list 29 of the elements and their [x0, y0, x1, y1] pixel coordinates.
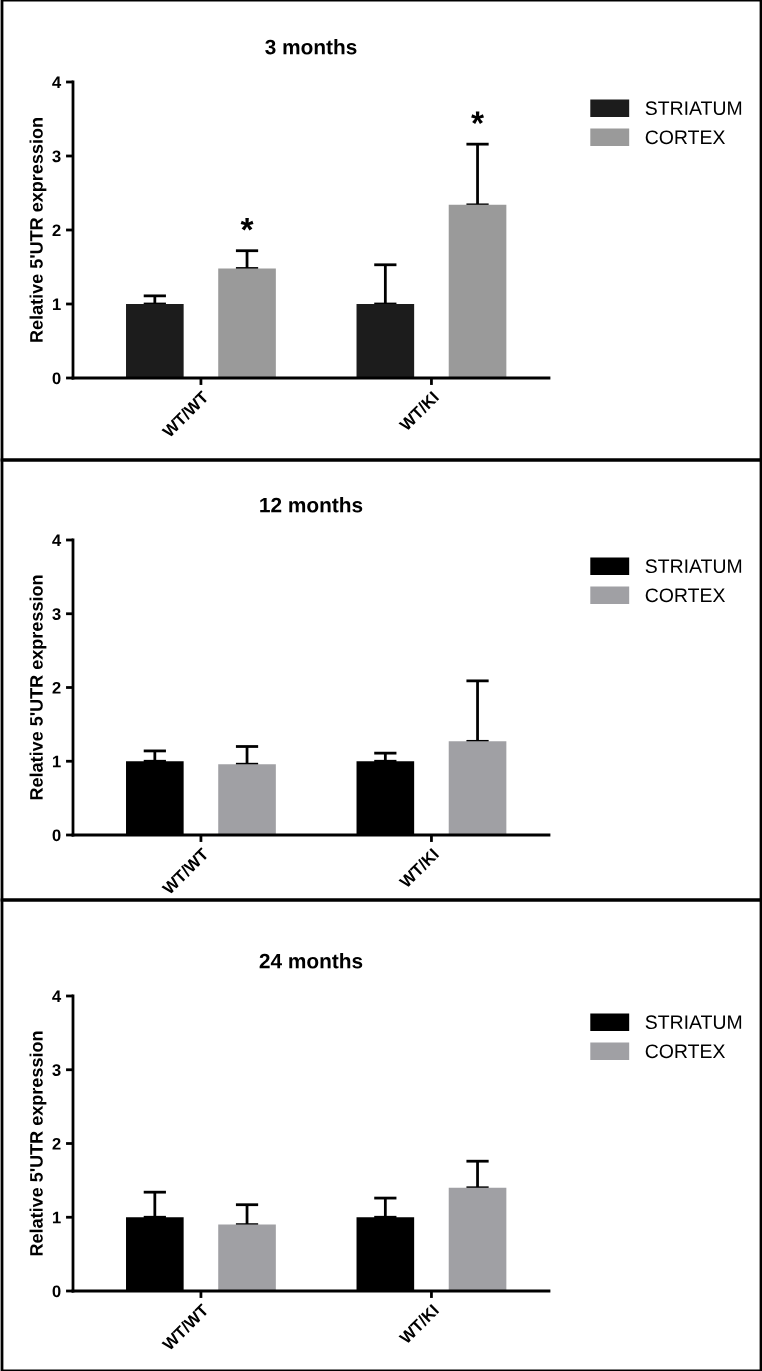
y-tick-label: 3	[52, 608, 61, 620]
legend-label: CORTEX	[645, 130, 726, 145]
y-tick-label: 2	[52, 224, 61, 237]
y-axis-title: Relative 5'UTR expression	[29, 118, 47, 342]
legend-label: CORTEX	[645, 588, 726, 603]
y-tick-label: 1	[52, 298, 61, 311]
annotation: *	[240, 218, 254, 231]
y-tick-label: 4	[52, 76, 62, 89]
y-tick-label: 0	[52, 372, 61, 385]
legend-label: STRIATUM	[645, 559, 742, 574]
y-tick-label: 1	[52, 755, 61, 768]
legend-label: STRIATUM	[645, 101, 742, 116]
y-tick-label: 4	[52, 534, 62, 547]
y-tick-label: 1	[52, 1211, 61, 1224]
chart-title: 3 months	[265, 39, 357, 55]
y-tick-label: 3	[52, 150, 61, 163]
y-tick-label: 2	[52, 681, 61, 694]
annotation: *	[471, 111, 484, 124]
y-axis-title: Relative 5'UTR expression	[29, 575, 47, 800]
y-tick-label: 4	[52, 990, 62, 1003]
chart-title: 12 months	[260, 497, 363, 513]
y-axis-title: Relative 5'UTR expression	[29, 1031, 47, 1256]
chart-title: 24 months	[259, 953, 363, 969]
legend-label: STRIATUM	[645, 1015, 742, 1030]
y-tick-label: 0	[52, 829, 61, 842]
y-tick-label: 3	[52, 1064, 61, 1076]
legend-label: CORTEX	[645, 1044, 726, 1059]
y-tick-label: 2	[52, 1137, 61, 1150]
y-tick-label: 0	[52, 1285, 61, 1298]
